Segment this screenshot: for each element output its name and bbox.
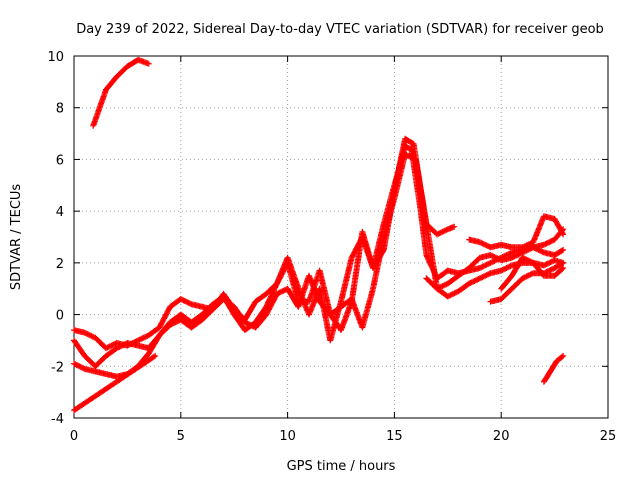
y-tick-label: 10 xyxy=(47,50,64,65)
series-track-early-high xyxy=(90,56,152,129)
marker-trace xyxy=(540,352,567,385)
marker-trace xyxy=(498,254,567,292)
y-axis-label: SDTVAR / TECUs xyxy=(9,184,24,291)
y-tick-label: -4 xyxy=(51,412,64,427)
y-tick-label: 2 xyxy=(56,257,64,272)
x-axis-label: GPS time / hours xyxy=(287,459,396,474)
series-track-late-2 xyxy=(466,213,567,251)
y-tick-label: 0 xyxy=(56,309,64,324)
marker-trace xyxy=(71,352,159,414)
y-tick-label: -2 xyxy=(51,360,64,375)
y-tick-label: 4 xyxy=(56,205,64,220)
x-tick-label: 0 xyxy=(70,429,78,444)
x-tick-label: 25 xyxy=(600,429,617,444)
series-track-late-low xyxy=(540,352,567,385)
x-tick-label: 10 xyxy=(279,429,296,444)
series-track-late-1 xyxy=(423,244,567,292)
data-markers xyxy=(71,56,567,414)
marker-trace xyxy=(466,213,567,251)
marker-trace xyxy=(90,56,152,129)
series-track-main-c xyxy=(71,135,458,352)
x-tick-label: 15 xyxy=(386,429,403,444)
chart-title: Day 239 of 2022, Sidereal Day-to-day VTE… xyxy=(76,22,604,37)
marker-trace xyxy=(71,135,458,352)
axis-ticks: 0 5 10 15 20 25 -4 -2 0 2 4 6 8 10 xyxy=(47,50,616,444)
x-tick-label: 20 xyxy=(493,429,510,444)
y-tick-label: 6 xyxy=(56,153,64,168)
series-track-late-4 xyxy=(498,254,567,292)
x-tick-label: 5 xyxy=(177,429,185,444)
series-isolated-points xyxy=(71,352,159,414)
y-tick-label: 8 xyxy=(56,102,64,117)
marker-trace xyxy=(423,244,567,292)
plot-frame xyxy=(73,55,609,419)
